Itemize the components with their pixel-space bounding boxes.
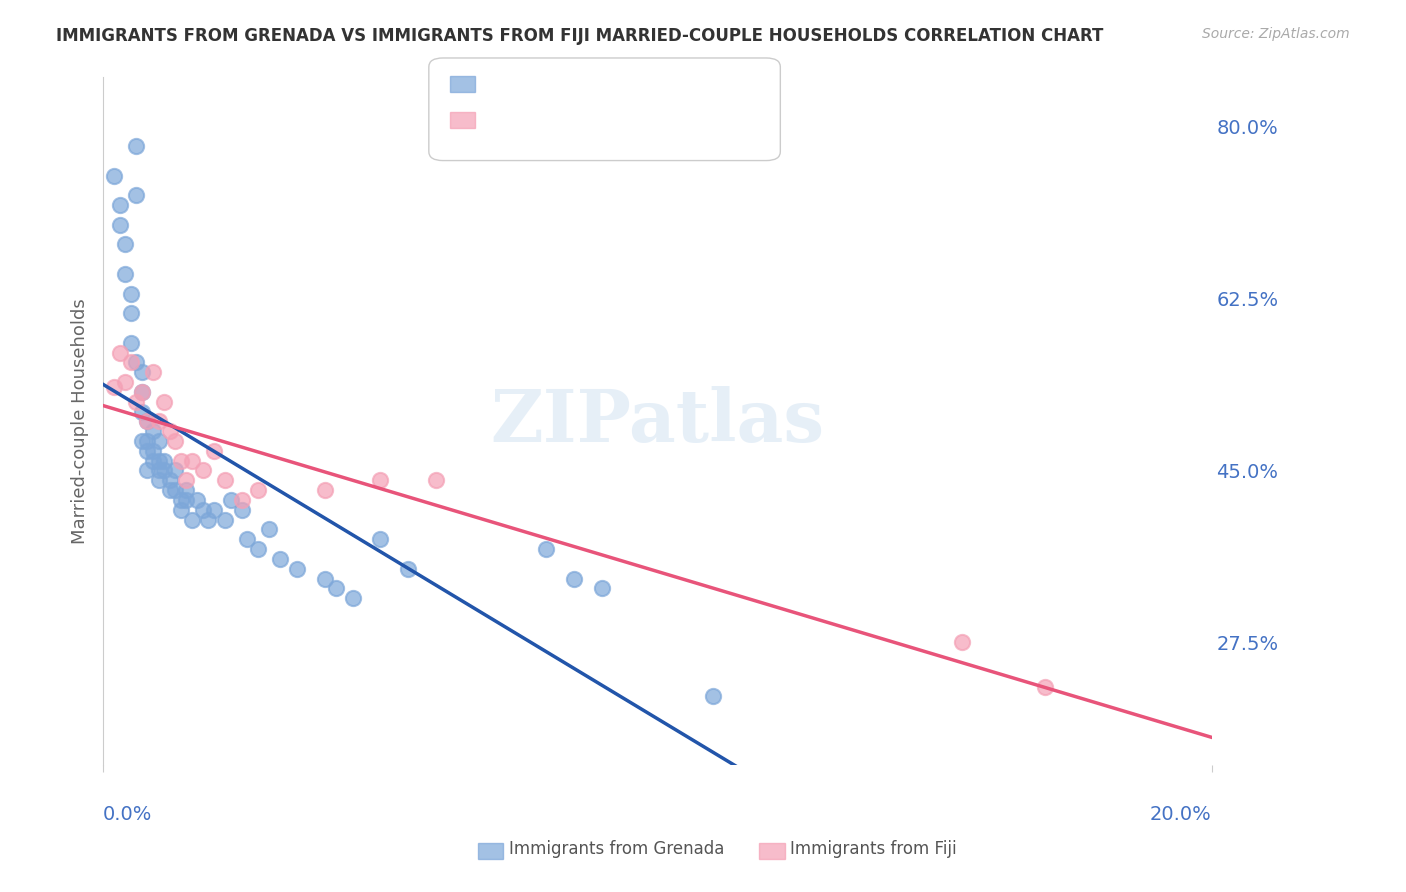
Point [120,306,142,320]
Point [148,453,170,467]
Point [108,218,131,232]
Point [231,492,253,507]
Point [562,572,585,586]
Point [591,582,613,596]
Point [259,523,281,537]
Point [114,375,136,389]
Point [153,463,176,477]
Point [136,434,159,448]
Point [396,562,419,576]
Point [170,453,193,467]
Point [191,463,214,477]
Point [125,188,148,202]
Point [342,591,364,606]
Point [148,414,170,428]
Point [174,473,197,487]
Text: N =: N = [600,116,648,134]
Point [120,355,142,369]
Text: 25: 25 [658,116,681,134]
Point [231,502,253,516]
Text: -0.586: -0.586 [538,116,598,134]
Point [174,483,197,497]
Point [108,198,131,212]
Point [165,434,187,448]
Point [186,492,208,507]
Text: 58: 58 [658,80,681,98]
Point [368,473,391,487]
Point [136,443,159,458]
Text: 20.0%: 20.0% [1150,805,1212,823]
Point [136,463,159,477]
Point [148,463,170,477]
Point [153,453,176,467]
Point [131,384,153,399]
Point [314,572,336,586]
Point [1033,680,1056,694]
Point [170,492,193,507]
Text: 0.0%: 0.0% [103,805,152,823]
Point [191,502,214,516]
Point [247,542,270,557]
Point [247,483,270,497]
Point [142,453,165,467]
Point [219,492,242,507]
Text: N =: N = [600,80,648,98]
Point [236,533,259,547]
Point [165,483,187,497]
Point [148,473,170,487]
Text: -0.109: -0.109 [538,80,598,98]
Point [120,286,142,301]
Point [131,384,153,399]
Point [180,453,202,467]
Point [325,582,347,596]
Point [108,345,131,359]
Point [131,404,153,418]
Point [136,414,159,428]
Point [950,635,973,649]
Point [159,473,181,487]
Point [142,365,165,379]
Point [114,237,136,252]
Point [425,473,447,487]
Point [214,513,236,527]
Point [159,483,181,497]
Y-axis label: Married-couple Households: Married-couple Households [72,299,89,544]
Point [148,434,170,448]
Point [136,414,159,428]
Point [125,394,148,409]
Text: R =: R = [485,80,522,98]
Point [103,380,125,394]
Text: ZIPatlas: ZIPatlas [491,386,824,457]
Point [153,394,176,409]
Point [202,443,225,458]
Point [142,424,165,438]
Point [536,542,558,557]
Point [103,169,125,183]
Point [131,365,153,379]
Point [285,562,308,576]
Point [197,513,219,527]
Point [368,533,391,547]
Point [142,443,165,458]
Point [114,267,136,281]
Text: Immigrants from Grenada: Immigrants from Grenada [509,840,724,858]
Point [214,473,236,487]
Point [125,139,148,153]
Text: Source: ZipAtlas.com: Source: ZipAtlas.com [1202,27,1350,41]
Text: IMMIGRANTS FROM GRENADA VS IMMIGRANTS FROM FIJI MARRIED-COUPLE HOUSEHOLDS CORREL: IMMIGRANTS FROM GRENADA VS IMMIGRANTS FR… [56,27,1104,45]
Text: R =: R = [485,116,522,134]
Point [159,424,181,438]
Point [202,502,225,516]
Point [269,552,291,566]
Text: Immigrants from Fiji: Immigrants from Fiji [790,840,957,858]
Point [170,502,193,516]
Point [702,690,724,704]
Point [125,355,148,369]
Point [120,335,142,350]
Point [180,513,202,527]
Point [314,483,336,497]
Point [165,463,187,477]
Point [131,434,153,448]
Point [174,492,197,507]
